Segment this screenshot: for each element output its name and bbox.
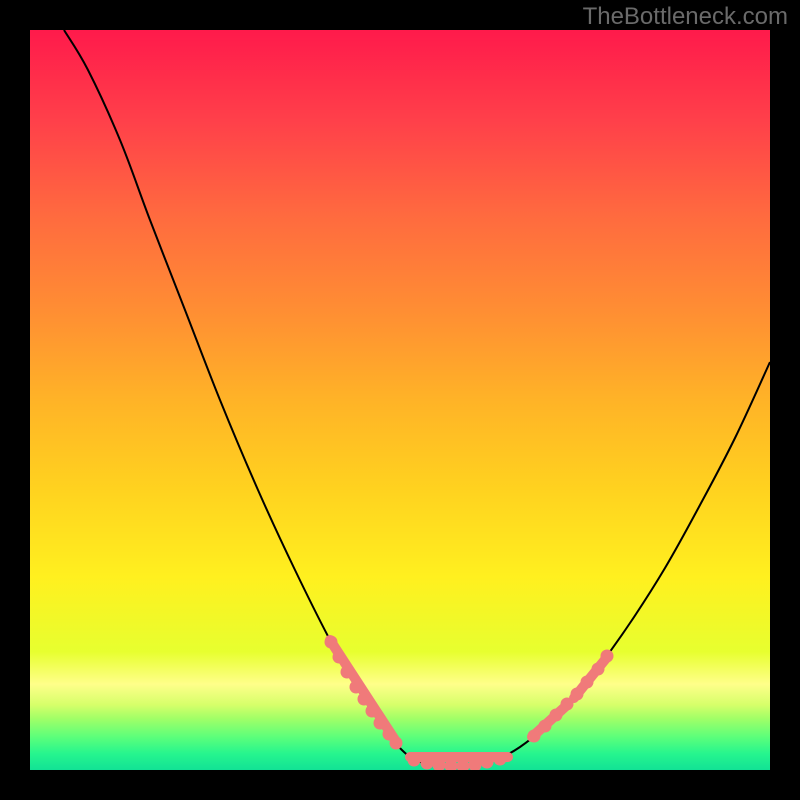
- marker-dot: [481, 756, 494, 769]
- marker-dot: [592, 663, 605, 676]
- marker-dot: [390, 737, 403, 750]
- marker-dot: [333, 651, 346, 664]
- marker-dot: [550, 709, 563, 722]
- marker-dot: [528, 730, 541, 743]
- marker-dot: [433, 759, 446, 772]
- chart-svg: TheBottleneck.com: [0, 0, 800, 800]
- marker-dot: [571, 688, 584, 701]
- marker-dot: [581, 676, 594, 689]
- marker-dot: [358, 693, 371, 706]
- marker-dot: [469, 759, 482, 772]
- marker-dot: [366, 705, 379, 718]
- marker-dot: [539, 720, 552, 733]
- marker-dot: [561, 698, 574, 711]
- gradient-plot-area: [30, 30, 770, 770]
- marker-dot: [374, 717, 387, 730]
- marker-dot: [350, 681, 363, 694]
- marker-dot: [341, 666, 354, 679]
- marker-dot: [408, 754, 421, 767]
- marker-dot: [494, 753, 507, 766]
- marker-dot: [325, 636, 338, 649]
- watermark-text: TheBottleneck.com: [583, 3, 788, 30]
- chart-container: TheBottleneck.com: [0, 0, 800, 800]
- marker-dot: [421, 757, 434, 770]
- marker-dot: [601, 650, 614, 663]
